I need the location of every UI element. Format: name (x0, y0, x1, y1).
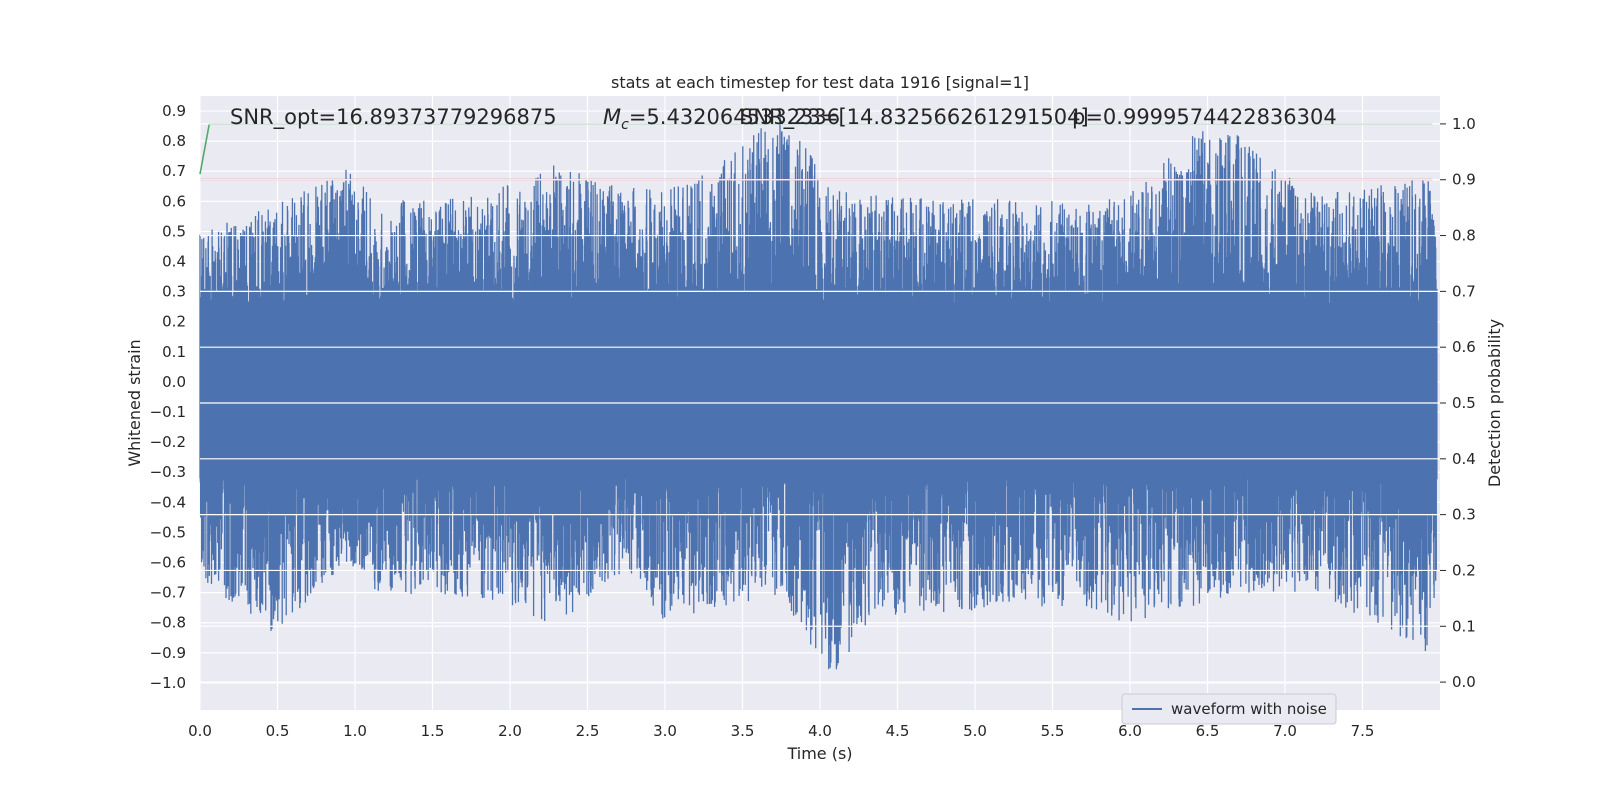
waveform-trace (199, 116, 1438, 670)
y-tick-label: 0.4 (162, 253, 186, 271)
x-tick-label: 4.5 (886, 722, 910, 740)
mc-symbol: M (603, 105, 621, 129)
x-tick-label: 7.0 (1273, 722, 1297, 740)
y2-tick-label: 0.0 (1452, 673, 1476, 691)
annotation-snr-23: SNR_23=[14.832566261291504] (740, 105, 1089, 130)
y-tick-label: −0.1 (150, 403, 186, 421)
y-tick-label: 0.8 (162, 132, 186, 150)
y2-tick-label: 0.8 (1452, 227, 1476, 245)
x-tick-label: 3.0 (653, 722, 677, 740)
x-tick-label: 0.0 (188, 722, 212, 740)
y-tick-label: −0.8 (150, 614, 186, 632)
right-axis-grid (200, 123, 1440, 683)
y-tick-label: 0.5 (162, 222, 186, 240)
y2-tick-label: 0.6 (1452, 338, 1476, 356)
y-tick-labels: 0.9 0.8 0.7 0.6 0.5 0.4 0.3 0.2 0.1 0.0 −0.1 −0.2 −0… (150, 102, 186, 692)
annotation-probability: p=0.9999574422836304 (1072, 105, 1337, 129)
y2-tick-label: 0.5 (1452, 394, 1476, 412)
y2-tick-label: 1.0 (1452, 115, 1476, 133)
x-tick-label: 0.5 (266, 722, 290, 740)
y-tick-label: 0.3 (162, 283, 186, 301)
y2-tick-label: 0.7 (1452, 282, 1476, 300)
y-tick-label: −0.3 (150, 463, 186, 481)
x-tick-label: 5.0 (963, 722, 987, 740)
x-tick-label: 2.0 (498, 722, 522, 740)
x-tick-label: 5.5 (1041, 722, 1065, 740)
x-tick-labels: 0.0 0.5 1.0 1.5 2.0 2.5 3.0 3.5 4.0 4.5 5.0 5.5 6.0 6… (188, 722, 1374, 740)
y2-tick-label: 0.1 (1452, 617, 1476, 635)
y2-tick-labels: 1.0 0.9 0.8 0.7 0.6 0.5 0.4 0.3 0.2 0.1 0.0 (1440, 115, 1476, 691)
chart-title: stats at each timestep for test data 191… (611, 73, 1029, 92)
legend-label: waveform with noise (1171, 700, 1327, 718)
x-tick-label: 4.0 (808, 722, 832, 740)
x-tick-label: 1.5 (421, 722, 445, 740)
y-tick-label: 0.9 (162, 102, 186, 120)
mc-subscript: c (621, 117, 629, 133)
y2-axis-title: Detection probability (1485, 319, 1504, 487)
legend-box (1121, 693, 1337, 725)
y-tick-label: −0.2 (150, 433, 186, 451)
annotation-snr-opt: SNR_opt=16.89373779296875 (230, 105, 557, 130)
y-tick-label: −1.0 (150, 674, 186, 692)
x-tick-label: 3.5 (731, 722, 755, 740)
y-axis-title: Whitened strain (125, 339, 144, 466)
mc-value: =5.4320645332336 (629, 105, 840, 129)
y-tick-label: −0.9 (150, 644, 186, 662)
annotations: SNR_opt=16.89373779296875 Mc=5.432064533… (230, 105, 1337, 133)
y-tick-label: −0.6 (150, 554, 186, 572)
x-tick-label: 7.5 (1351, 722, 1375, 740)
y2-tick-label: 0.9 (1452, 171, 1476, 189)
y-tick-label: 0.2 (162, 313, 186, 331)
x-tick-label: 6.0 (1118, 722, 1142, 740)
waveform-series (199, 116, 1438, 670)
y-tick-label: −0.5 (150, 523, 186, 541)
legend: waveform with noise (1121, 693, 1337, 725)
y-tick-label: −0.7 (150, 584, 186, 602)
x-axis-title: Time (s) (786, 744, 852, 763)
y-tick-label: 0.1 (162, 343, 186, 361)
x-tick-label: 6.5 (1196, 722, 1220, 740)
x-tick-label: 1.0 (343, 722, 367, 740)
y2-tick-label: 0.3 (1452, 506, 1476, 524)
y2-tick-label: 0.4 (1452, 450, 1476, 468)
y-tick-label: 0.7 (162, 162, 186, 180)
x-tick-label: 2.5 (576, 722, 600, 740)
y-tick-label: 0.6 (162, 192, 186, 210)
y2-tick-label: 0.2 (1452, 561, 1476, 579)
annotation-chirp-mass: Mc=5.4320645332336 (603, 105, 840, 133)
y-tick-label: 0.0 (162, 373, 186, 391)
y-tick-label: −0.4 (150, 493, 186, 511)
